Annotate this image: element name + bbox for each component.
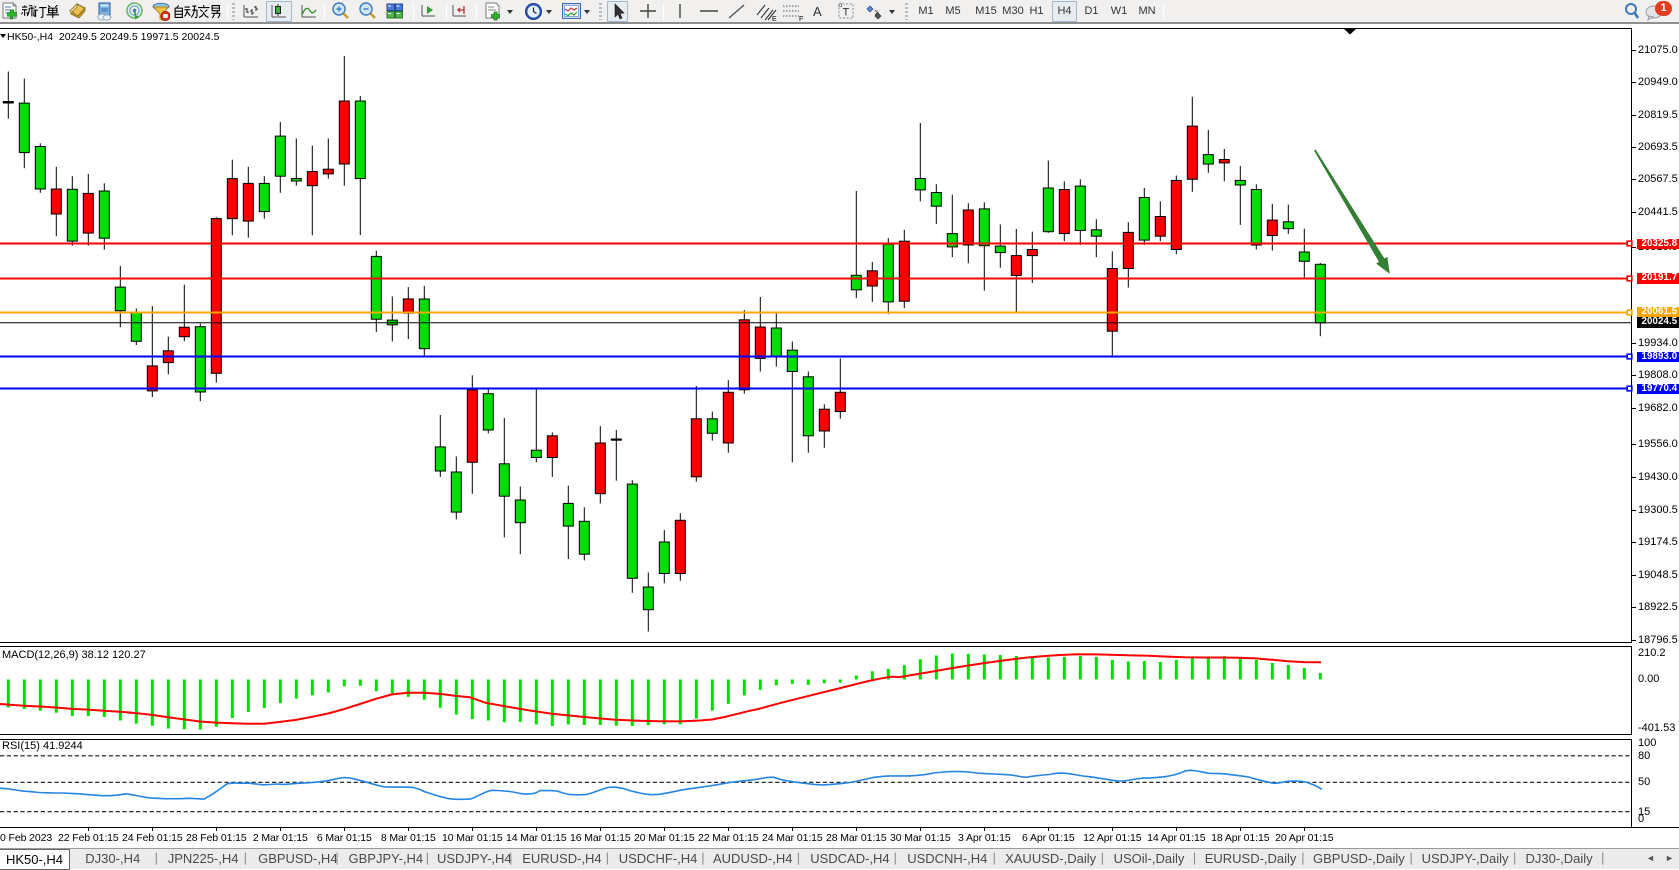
svg-text:E: E <box>772 16 777 22</box>
svg-text:T: T <box>843 7 850 19</box>
svg-text:F: F <box>799 16 803 22</box>
